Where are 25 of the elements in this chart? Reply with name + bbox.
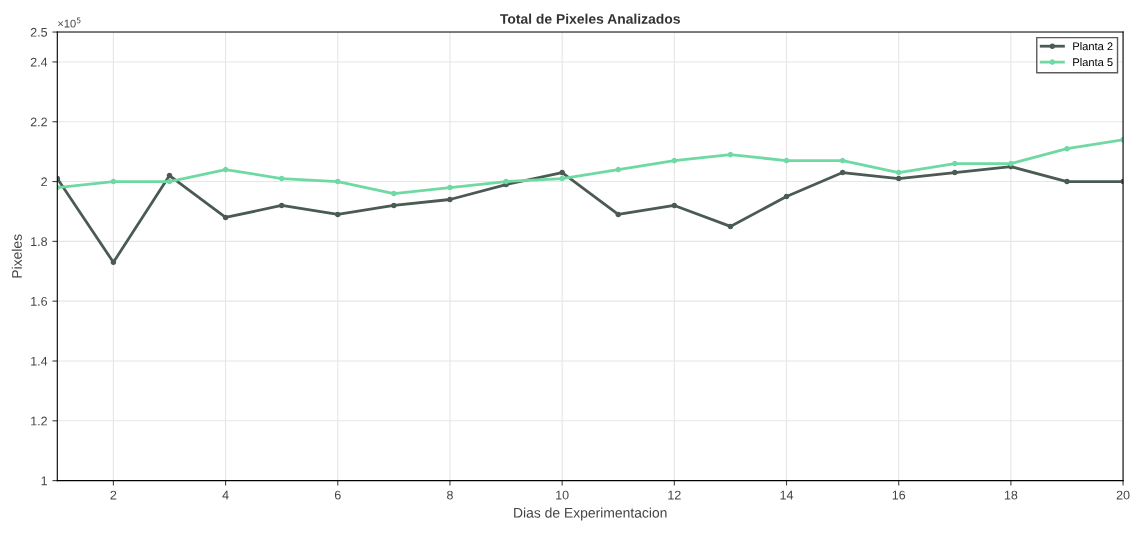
x-tick-label: 18 [1004, 490, 1018, 500]
y-tick-label: 1.4 [31, 356, 48, 366]
y-tick-label: 1.2 [31, 416, 47, 426]
y-tick-label: 1.6 [31, 296, 48, 306]
y-tick-label: 1.8 [31, 237, 48, 247]
y-tick-label: 2.4 [30, 57, 48, 67]
x-tick-label: 2 [110, 490, 117, 500]
x-tick-label: 12 [668, 490, 681, 500]
y-axis-title: Pixeles [11, 234, 22, 278]
text: ×10$^{5}$ [58, 17, 81, 28]
legend-label: Planta 5 [1073, 57, 1113, 67]
x-tick-label: 10 [556, 490, 569, 500]
x-tick-label: 20 [1116, 490, 1130, 500]
legend-label: Planta 2 [1073, 42, 1113, 51]
chart-title: Total de Pixeles Analizados [500, 13, 680, 24]
y-tick-label: 2 [41, 177, 47, 187]
x-tick-label: 4 [222, 490, 229, 500]
y-tick-label: 2.5 [30, 27, 48, 37]
y-tick-label: 2.2 [30, 117, 47, 127]
x-tick-label: 6 [334, 490, 341, 500]
x-axis-title: Dias de Experimentacion [514, 507, 667, 521]
y-tick-label: 1 [41, 476, 47, 486]
x-tick-label: 8 [447, 490, 453, 500]
x-tick-label: 14 [780, 490, 794, 500]
x-tick-label: 16 [892, 490, 906, 500]
